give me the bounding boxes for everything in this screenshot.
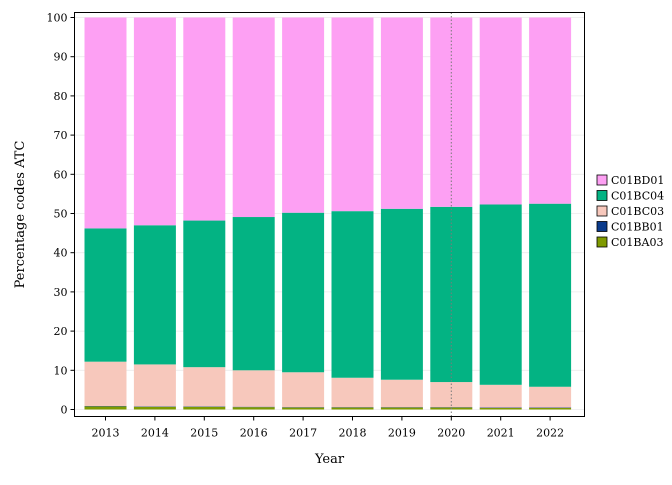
bar-C01BA03-2017 — [282, 408, 324, 410]
legend-label-C01BD01: C01BD01 — [611, 174, 664, 187]
bar-C01BA03-2018 — [332, 408, 374, 410]
bar-C01BD01-2017 — [282, 18, 324, 213]
bar-C01BC03-2019 — [381, 380, 423, 407]
legend-label-C01BC04: C01BC04 — [611, 190, 664, 203]
x-tick-label-2022: 2022 — [536, 427, 564, 440]
legend-key-C01BD01 — [597, 175, 607, 185]
legend-key-C01BB01 — [597, 222, 607, 232]
bar-C01BA03-2016 — [233, 407, 275, 409]
legend-key-C01BC04 — [597, 191, 607, 201]
y-tick-label-20: 20 — [54, 325, 68, 338]
bar-C01BD01-2019 — [381, 18, 423, 209]
bar-C01BC04-2019 — [381, 209, 423, 380]
y-tick-label-70: 70 — [54, 129, 68, 142]
bar-C01BA03-2022 — [529, 408, 571, 410]
bar-C01BC03-2013 — [85, 362, 127, 406]
bar-C01BC03-2014 — [134, 364, 176, 406]
y-tick-label-0: 0 — [61, 404, 68, 417]
x-tick-label-2013: 2013 — [92, 427, 120, 440]
y-axis-title: Percentage codes ATC — [13, 141, 28, 289]
y-tick-label-100: 100 — [47, 12, 68, 25]
legend-label-C01BA03: C01BA03 — [611, 236, 663, 249]
bar-C01BC04-2013 — [85, 228, 127, 361]
bar-C01BC03-2021 — [480, 385, 522, 408]
bar-C01BD01-2018 — [332, 18, 374, 212]
y-axis: 0 10 20 30 40 50 60 70 80 90 100 — [47, 12, 75, 417]
x-tick-label-2021: 2021 — [487, 427, 515, 440]
bar-C01BD01-2014 — [134, 18, 176, 226]
legend-key-C01BA03 — [597, 237, 607, 247]
bar-C01BD01-2016 — [233, 18, 275, 218]
x-axis: 2013 2014 2015 2016 2017 2018 2019 2020 2021 2022 — [92, 417, 565, 440]
legend-key-C01BC03 — [597, 206, 607, 216]
bar-C01BC04-2014 — [134, 225, 176, 364]
bar-C01BC04-2017 — [282, 213, 324, 373]
legend: C01BD01 C01BC04 C01BC03 C01BB01 C01BA03 — [597, 174, 664, 249]
bar-C01BA03-2013 — [85, 406, 127, 409]
y-tick-label-40: 40 — [54, 247, 68, 260]
bar-C01BC04-2015 — [183, 221, 225, 368]
bar-C01BA03-2021 — [480, 408, 522, 410]
y-tick-label-30: 30 — [54, 286, 68, 299]
bar-C01BC04-2018 — [332, 211, 374, 378]
y-tick-label-90: 90 — [54, 51, 68, 64]
x-tick-label-2018: 2018 — [339, 427, 367, 440]
y-tick-label-80: 80 — [54, 90, 68, 103]
legend-label-C01BC03: C01BC03 — [611, 205, 664, 218]
bar-C01BC04-2016 — [233, 217, 275, 370]
x-tick-label-2019: 2019 — [388, 427, 416, 440]
bar-C01BD01-2022 — [529, 18, 571, 204]
x-tick-label-2015: 2015 — [190, 427, 218, 440]
bar-C01BC04-2021 — [480, 204, 522, 384]
bar-C01BC03-2022 — [529, 387, 571, 408]
bar-C01BD01-2021 — [480, 18, 522, 205]
x-tick-label-2016: 2016 — [240, 427, 268, 440]
bar-C01BD01-2013 — [85, 18, 127, 229]
y-tick-label-10: 10 — [54, 364, 68, 377]
bar-C01BC03-2016 — [233, 370, 275, 406]
legend-label-C01BB01: C01BB01 — [611, 221, 664, 234]
bar-C01BC03-2018 — [332, 378, 374, 407]
bar-C01BC03-2017 — [282, 372, 324, 407]
bar-C01BA03-2014 — [134, 407, 176, 410]
y-tick-label-50: 50 — [54, 208, 68, 221]
x-axis-title: Year — [314, 452, 345, 467]
x-tick-label-2014: 2014 — [141, 427, 169, 440]
bar-C01BC03-2015 — [183, 367, 225, 406]
bar-C01BA03-2015 — [183, 407, 225, 410]
x-tick-label-2020: 2020 — [437, 427, 465, 440]
x-tick-label-2017: 2017 — [289, 427, 317, 440]
bar-C01BC04-2022 — [529, 204, 571, 387]
bar-C01BD01-2015 — [183, 18, 225, 221]
bar-C01BA03-2019 — [381, 408, 423, 410]
y-tick-label-60: 60 — [54, 168, 68, 181]
